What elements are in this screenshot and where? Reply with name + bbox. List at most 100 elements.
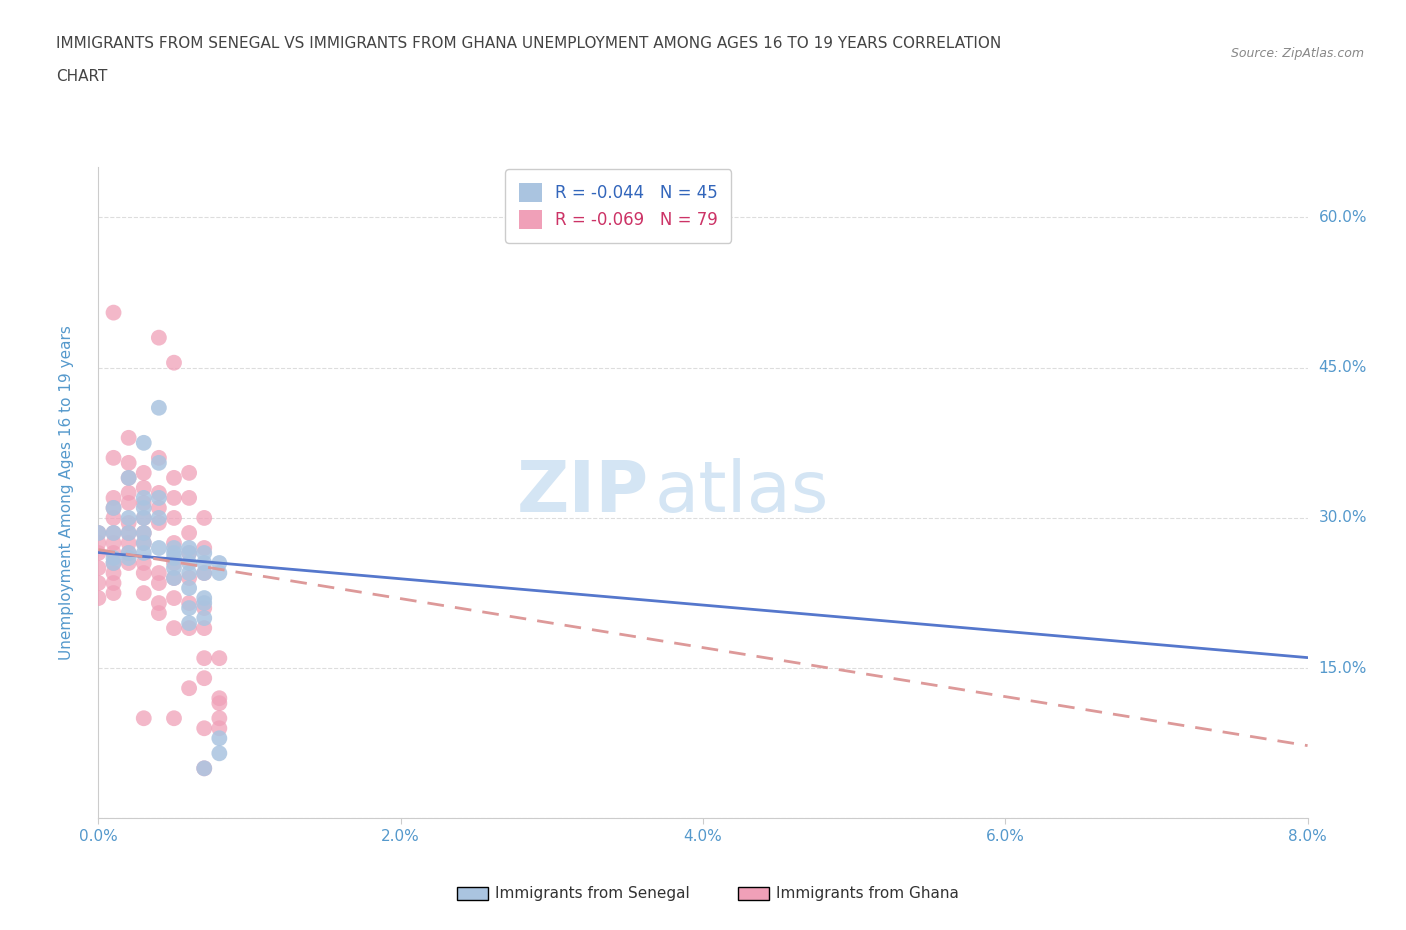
Point: [118, 431, 141, 445]
Point: [163, 511, 186, 525]
Point: [103, 555, 125, 570]
Point: [148, 605, 170, 620]
Point: [163, 555, 186, 570]
Point: [103, 551, 125, 565]
Point: [148, 490, 170, 505]
Point: [208, 651, 231, 666]
Point: [132, 555, 155, 570]
Point: [148, 400, 170, 415]
Text: Source: ZipAtlas.com: Source: ZipAtlas.com: [1230, 47, 1364, 60]
Point: [148, 595, 170, 610]
Point: [208, 565, 231, 580]
Point: [179, 555, 201, 570]
Point: [118, 555, 141, 570]
Point: [179, 595, 201, 610]
Point: [132, 496, 155, 511]
Point: [163, 591, 186, 605]
Point: [118, 525, 141, 540]
Point: [103, 500, 125, 515]
Point: [193, 761, 215, 776]
Point: [132, 481, 155, 496]
Point: [193, 601, 215, 616]
Text: atlas: atlas: [655, 458, 830, 527]
Point: [132, 525, 155, 540]
Point: [87, 561, 110, 576]
Point: [103, 576, 125, 591]
Point: [118, 546, 141, 561]
Point: [87, 536, 110, 551]
Point: [148, 515, 170, 530]
Point: [132, 565, 155, 580]
Point: [132, 536, 155, 551]
Point: [179, 681, 201, 696]
Text: ZIP: ZIP: [516, 458, 648, 527]
Point: [179, 465, 201, 480]
Text: 45.0%: 45.0%: [1319, 360, 1367, 375]
Point: [193, 511, 215, 525]
Point: [179, 546, 201, 561]
Point: [193, 761, 215, 776]
Point: [193, 540, 215, 555]
Point: [179, 490, 201, 505]
Point: [208, 731, 231, 746]
Point: [103, 525, 125, 540]
Point: [163, 571, 186, 586]
Point: [118, 546, 141, 561]
Point: [193, 546, 215, 561]
Point: [103, 565, 125, 580]
Point: [118, 485, 141, 500]
Point: [179, 571, 201, 586]
Point: [103, 511, 125, 525]
Point: [132, 525, 155, 540]
Point: [118, 456, 141, 471]
Point: [148, 456, 170, 471]
Point: [87, 525, 110, 540]
Point: [179, 540, 201, 555]
Point: [193, 651, 215, 666]
Point: [193, 721, 215, 736]
Point: [163, 620, 186, 635]
Point: [193, 620, 215, 635]
Point: [118, 496, 141, 511]
Point: [179, 546, 201, 561]
Point: [103, 525, 125, 540]
Point: [118, 551, 141, 565]
Point: [163, 490, 186, 505]
Point: [163, 540, 186, 555]
Text: 15.0%: 15.0%: [1319, 660, 1367, 676]
Point: [103, 490, 125, 505]
Point: [193, 671, 215, 685]
Point: [87, 576, 110, 591]
Point: [163, 536, 186, 551]
Point: [148, 330, 170, 345]
Point: [132, 511, 155, 525]
Point: [179, 601, 201, 616]
Point: [193, 591, 215, 605]
Point: [208, 691, 231, 706]
Point: [208, 746, 231, 761]
Point: [163, 561, 186, 576]
Point: [163, 551, 186, 565]
Point: [179, 580, 201, 595]
Text: 30.0%: 30.0%: [1319, 511, 1367, 525]
Point: [132, 586, 155, 601]
Point: [103, 536, 125, 551]
Point: [163, 571, 186, 586]
Point: [148, 576, 170, 591]
Point: [132, 546, 155, 561]
Y-axis label: Unemployment Among Ages 16 to 19 years: Unemployment Among Ages 16 to 19 years: [59, 326, 75, 660]
Point: [163, 471, 186, 485]
Text: Immigrants from Senegal: Immigrants from Senegal: [495, 886, 690, 901]
Point: [148, 565, 170, 580]
Point: [208, 711, 231, 725]
Point: [179, 565, 201, 580]
Point: [87, 546, 110, 561]
Point: [179, 620, 201, 635]
Point: [148, 485, 170, 500]
Point: [148, 540, 170, 555]
Point: [118, 511, 141, 525]
Point: [132, 536, 155, 551]
Point: [193, 555, 215, 570]
Point: [208, 555, 231, 570]
Point: [118, 471, 141, 485]
